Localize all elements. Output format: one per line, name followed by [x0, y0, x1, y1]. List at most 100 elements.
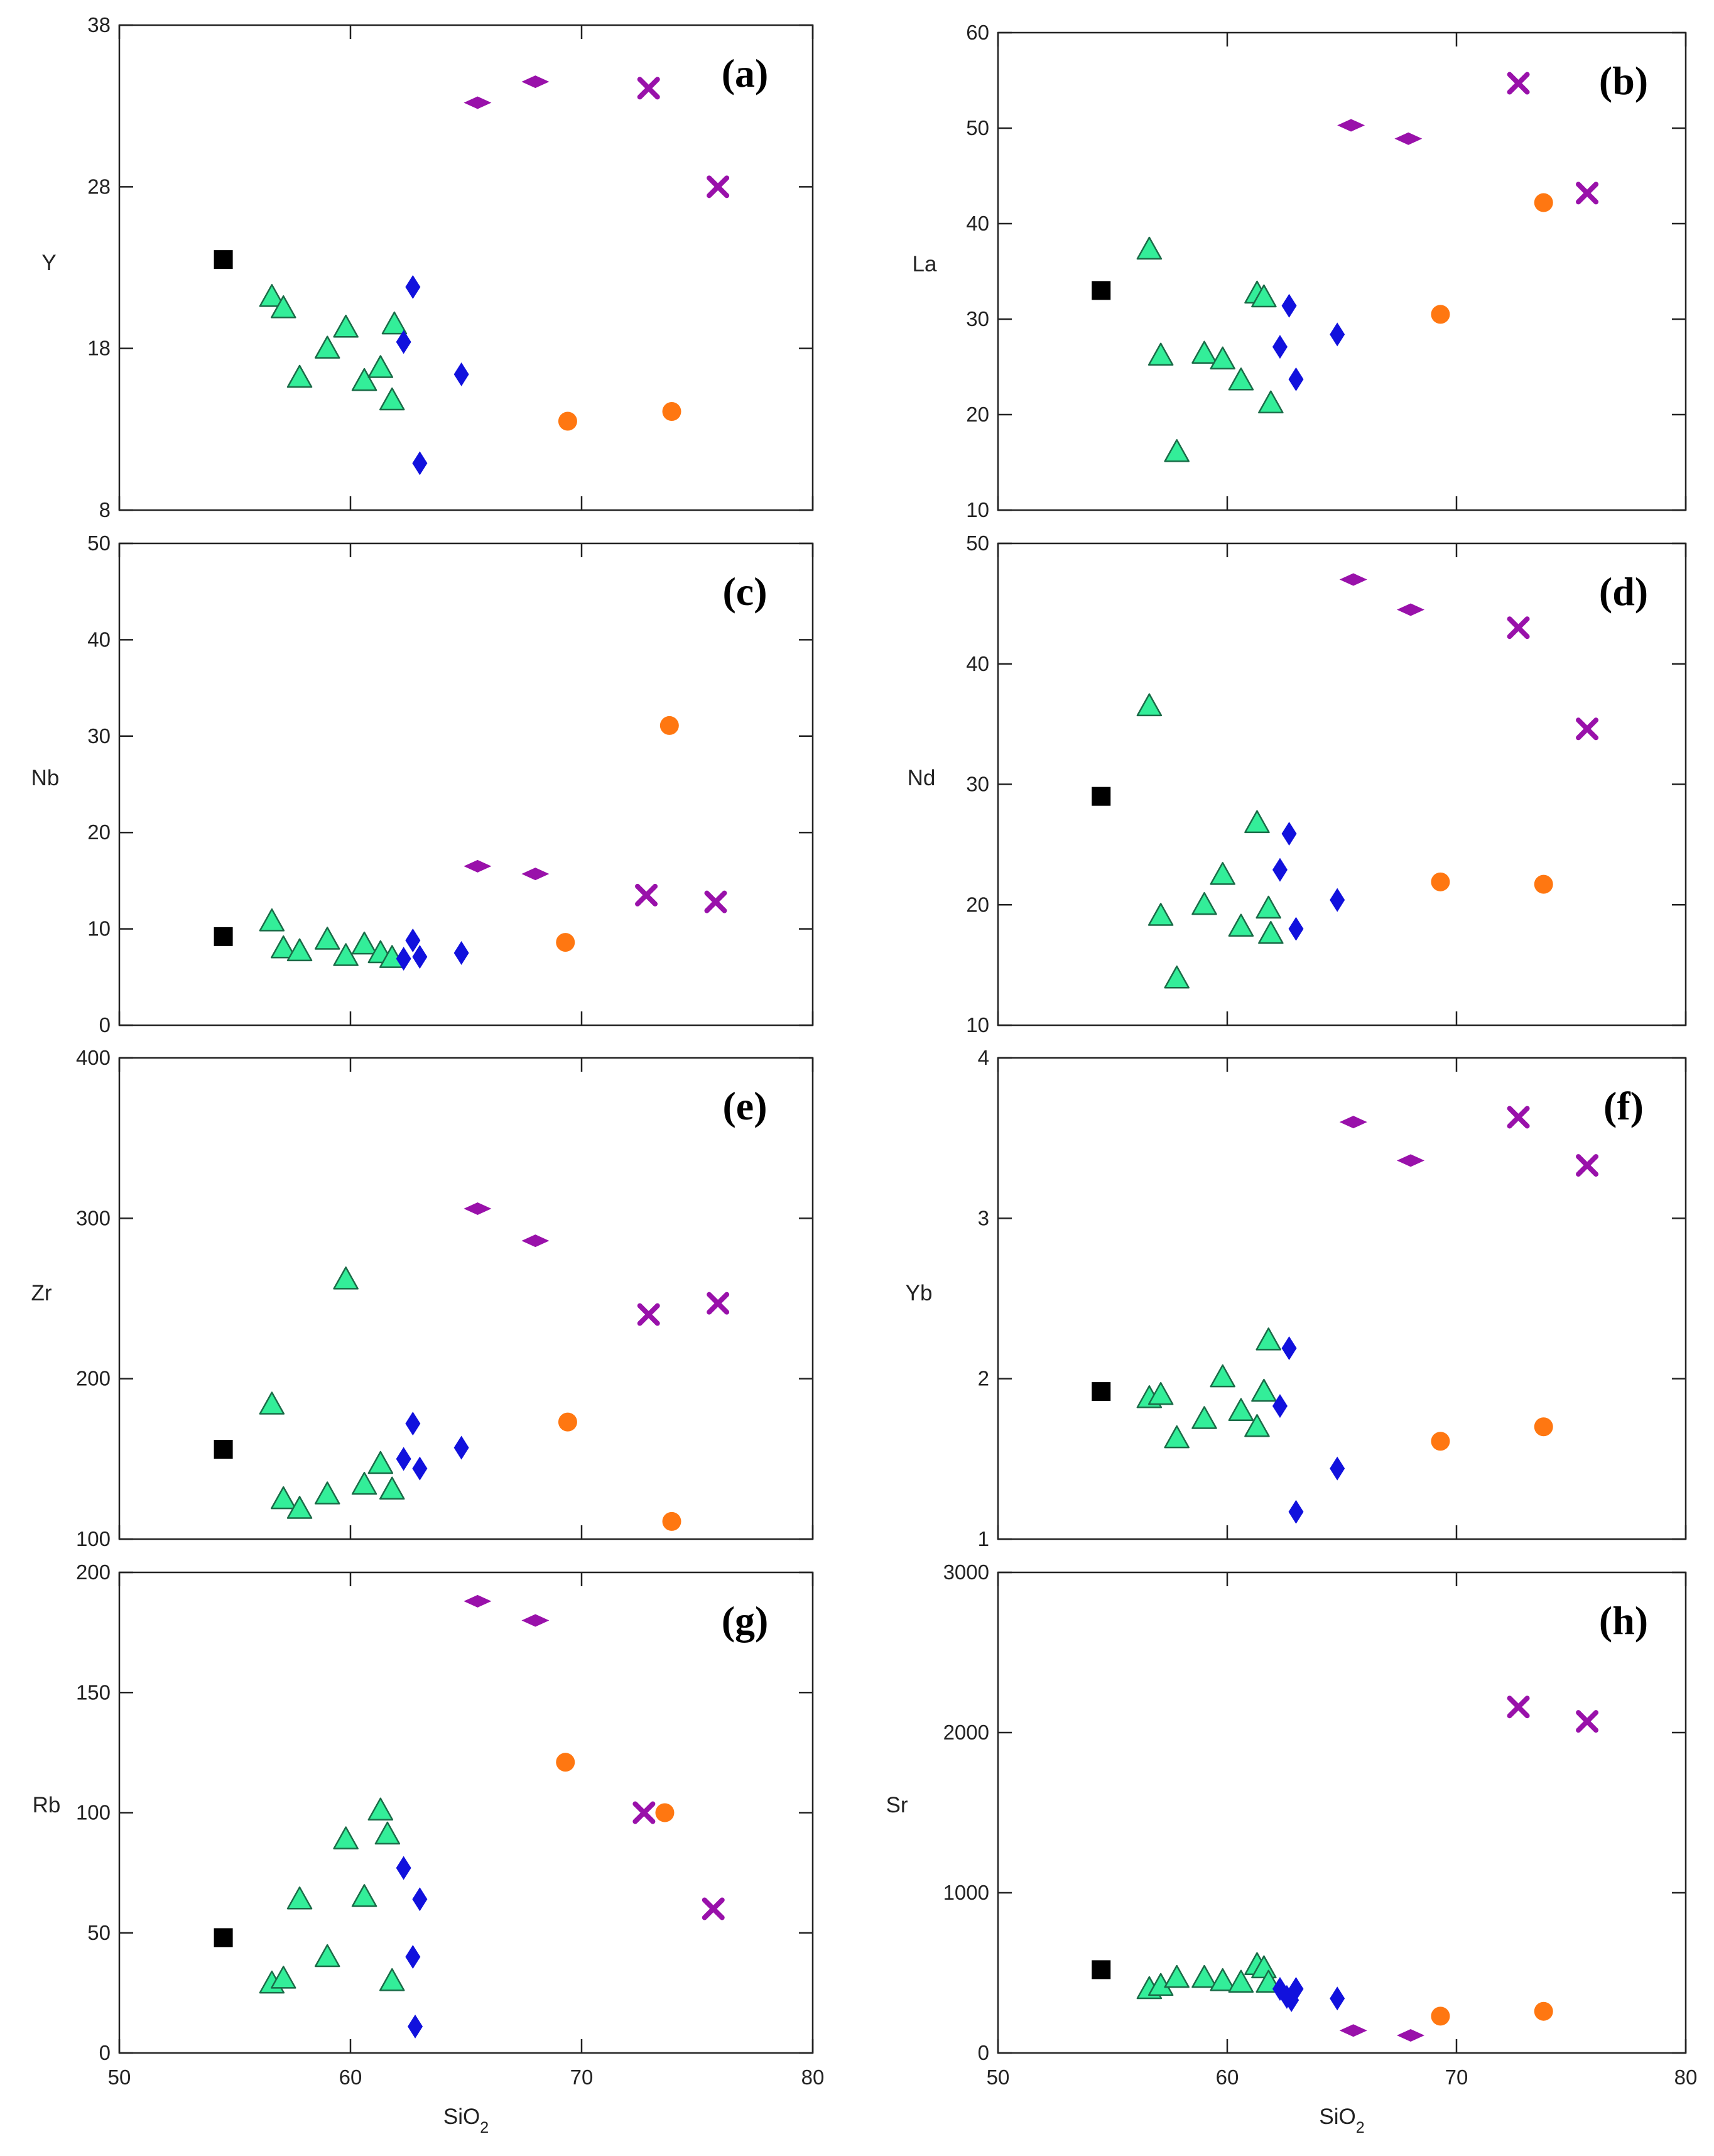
- point-circle: [556, 933, 575, 952]
- point-triangle: [1147, 342, 1174, 366]
- point-triangle: [1228, 368, 1254, 391]
- point-circle: [556, 1753, 575, 1772]
- panel-f: 1 2 3 4 Yb (f): [906, 1046, 1687, 1550]
- point-triangle: [1191, 340, 1217, 364]
- panel-label: (b): [1599, 58, 1648, 103]
- point-triangle: [271, 295, 296, 318]
- point-triangle: [381, 311, 408, 335]
- panel-e: 100 200 300 400 Zr (e): [31, 1046, 814, 1550]
- x-tick-label: 60: [1216, 2066, 1239, 2089]
- point-triangle: [259, 1391, 285, 1415]
- point-triangle: [1164, 965, 1190, 989]
- point-diamond-purple: [1394, 132, 1423, 145]
- point-triangle: [271, 935, 296, 959]
- point-cross: [1507, 1106, 1530, 1129]
- point-diamond-blue: [412, 1887, 428, 1912]
- point-diamond-blue: [396, 1856, 411, 1880]
- y-tick-label: 20: [966, 893, 989, 916]
- point-cross: [1507, 1696, 1530, 1719]
- point-triangle: [1244, 810, 1270, 834]
- y-axis-label: Yb: [906, 1281, 933, 1305]
- y-tick-label: 18: [87, 337, 111, 360]
- point-diamond-blue: [1330, 1986, 1345, 2011]
- y-tick-label: 0: [99, 1013, 111, 1037]
- panel-b: 10 20 30 40 50 60 La (b): [913, 21, 1687, 521]
- point-cross: [1576, 182, 1599, 205]
- point-diamond-blue: [1330, 888, 1345, 912]
- point-triangle: [379, 1476, 405, 1500]
- y-tick-label: 50: [966, 531, 989, 555]
- y-tick-label: 150: [76, 1680, 111, 1704]
- y-axis-label: Nb: [31, 766, 60, 790]
- x-tick-label: 60: [339, 2066, 362, 2089]
- y-tick-label: 200: [76, 1560, 111, 1584]
- point-diamond-blue: [1330, 1456, 1345, 1481]
- point-diamond-purple: [1339, 573, 1367, 586]
- point-circle: [662, 1511, 681, 1531]
- point-circle: [1534, 874, 1553, 894]
- point-circle: [558, 1412, 577, 1432]
- point-triangle: [286, 938, 313, 962]
- point-diamond-blue: [405, 1945, 421, 1969]
- point-cross: [637, 77, 660, 100]
- point-cross: [702, 1897, 725, 1920]
- point-cross: [1507, 616, 1530, 640]
- point-triangle: [1251, 284, 1277, 308]
- point-diamond-blue: [1281, 822, 1297, 846]
- y-tick-label: 4: [978, 1046, 989, 1069]
- panel-label: (d): [1599, 569, 1648, 614]
- y-tick-label: 40: [87, 628, 111, 651]
- panel-label: (a): [722, 51, 769, 95]
- point-cross: [637, 1303, 660, 1326]
- point-triangle: [271, 1966, 296, 1989]
- point-triangle: [351, 1884, 377, 1907]
- point-diamond-blue: [1288, 367, 1304, 391]
- y-axis-label: Rb: [33, 1793, 61, 1817]
- point-circle: [1534, 1417, 1553, 1437]
- point-cross: [1507, 72, 1530, 95]
- panel-label: (e): [722, 1084, 767, 1128]
- point-diamond-blue: [412, 945, 428, 969]
- point-square: [1092, 1960, 1111, 1979]
- point-diamond-blue: [1288, 1977, 1304, 2001]
- point-triangle: [286, 1496, 313, 1519]
- point-diamond-blue: [453, 1435, 469, 1460]
- point-triangle: [333, 1826, 359, 1849]
- point-triangle: [1191, 1964, 1217, 1988]
- point-cross: [635, 883, 658, 906]
- point-diamond-purple: [521, 75, 550, 89]
- x-axis-label: SiO2: [1319, 2104, 1364, 2137]
- y-tick-label: 50: [87, 531, 111, 555]
- point-triangle: [1136, 693, 1163, 717]
- x-tick-label: 80: [1674, 2066, 1698, 2089]
- point-triangle: [1164, 1964, 1190, 1988]
- point-diamond-blue: [1281, 293, 1297, 318]
- point-triangle: [1191, 892, 1217, 915]
- y-tick-label: 30: [966, 773, 989, 796]
- point-diamond-blue: [408, 2014, 423, 2039]
- y-tick-label: 28: [87, 175, 111, 198]
- point-circle: [558, 411, 577, 431]
- panel-c: 0 10 20 30 40 50 Nb (c): [31, 531, 814, 1037]
- y-tick-label: 1: [978, 1527, 989, 1550]
- point-circle: [1431, 305, 1450, 324]
- point-triangle: [351, 1471, 377, 1495]
- panel-label: (h): [1599, 1598, 1648, 1643]
- plot-frame: [997, 1057, 1687, 1540]
- point-diamond-blue: [1330, 322, 1345, 347]
- point-diamond-purple: [464, 859, 492, 873]
- point-triangle: [259, 908, 285, 932]
- y-tick-label: 1000: [943, 1881, 989, 1904]
- point-diamond-purple: [1339, 1116, 1367, 1129]
- point-triangle: [333, 314, 359, 338]
- y-axis-label: Y: [41, 251, 56, 275]
- point-diamond-purple: [521, 1614, 550, 1627]
- point-triangle: [259, 284, 285, 307]
- point-diamond-blue: [453, 362, 469, 386]
- point-diamond-purple: [464, 1202, 492, 1216]
- point-triangle: [1210, 1968, 1235, 1991]
- point-triangle: [1258, 921, 1284, 944]
- y-tick-label: 2: [978, 1367, 989, 1390]
- y-tick-label: 3000: [943, 1560, 989, 1584]
- y-tick-label: 50: [966, 116, 989, 139]
